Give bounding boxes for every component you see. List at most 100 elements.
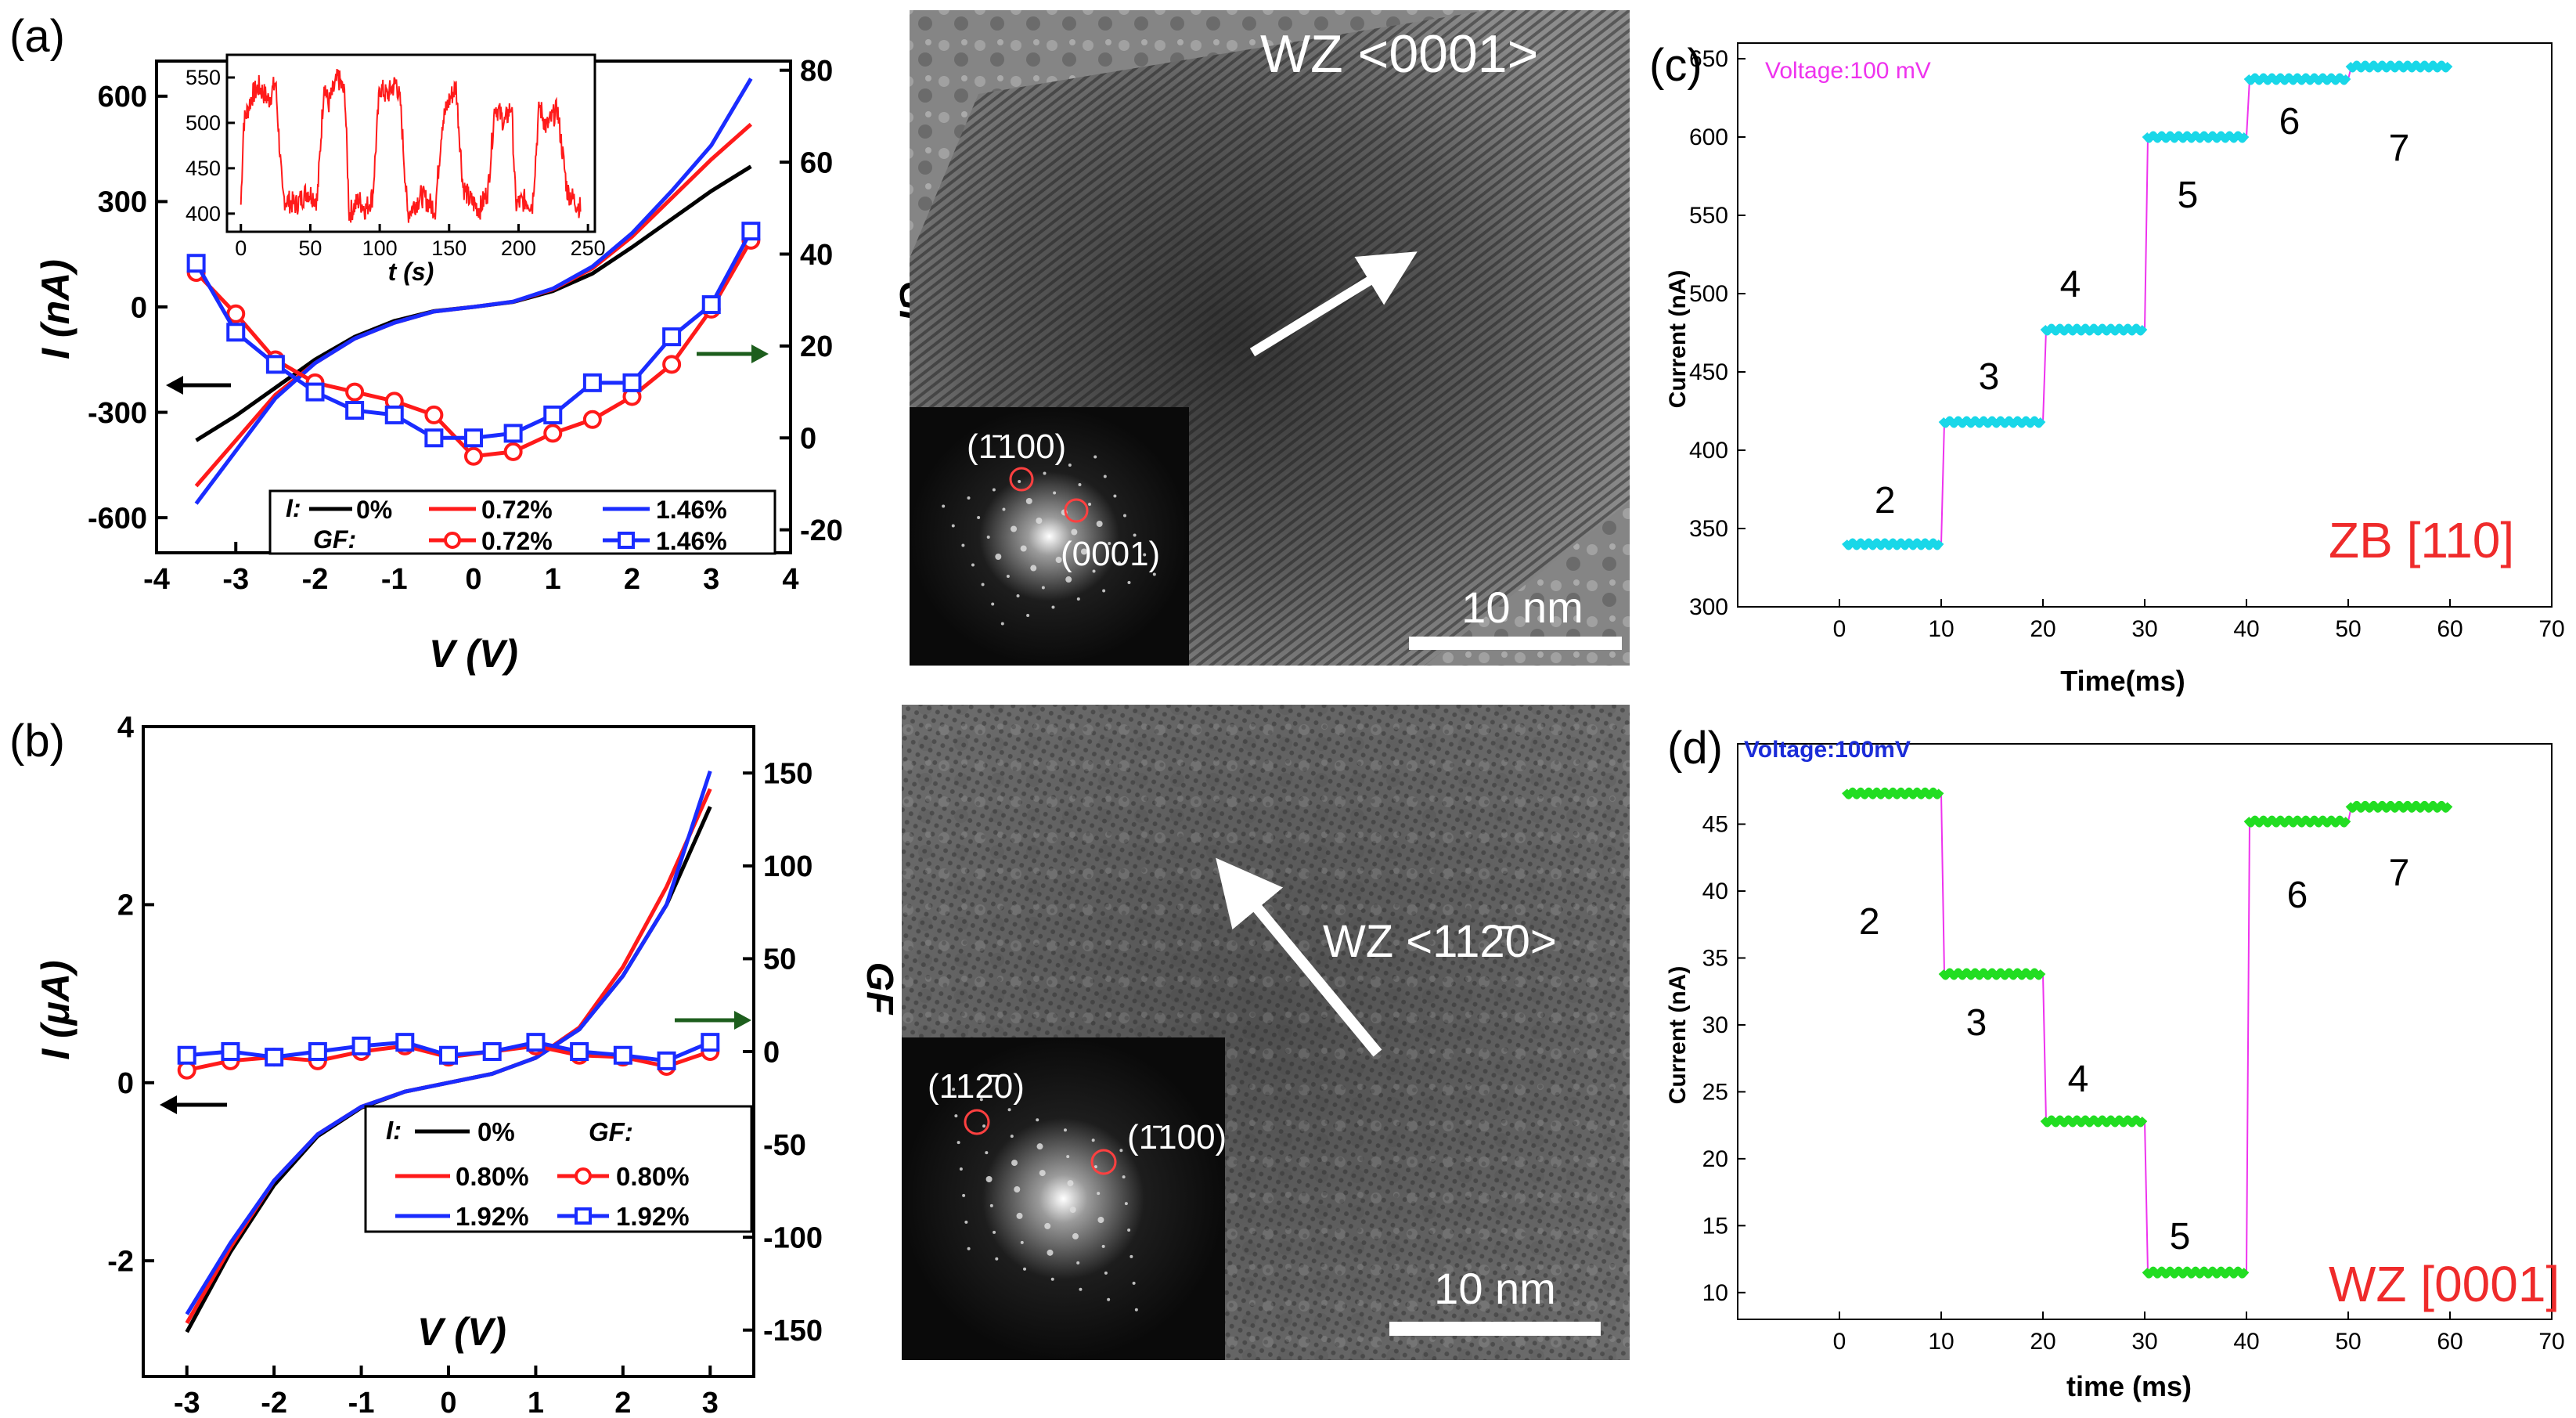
step-plateau — [2345, 800, 2453, 813]
point-gf-1-92- — [308, 1042, 327, 1061]
ytick-right-label: 150 — [763, 758, 812, 791]
fft-spot — [1020, 1240, 1024, 1244]
step-transition — [2144, 136, 2149, 330]
step-transition — [2144, 1121, 2149, 1273]
fft-spot — [995, 1257, 999, 1261]
plot-frame-d — [1737, 743, 2553, 1320]
ytick-label: 30 — [1702, 1012, 1728, 1038]
tem-image-b: (112̄0) (1̄100) WZ <112̄0> 10 nm — [902, 705, 1630, 1360]
ytick-right-label: 0 — [800, 423, 816, 456]
point-gf-1-92- — [657, 1051, 676, 1070]
fft-spot — [1092, 569, 1096, 573]
fft-spot — [1025, 497, 1032, 504]
fft-spot — [1129, 1254, 1133, 1258]
ytick-left-label: 2 — [117, 889, 134, 922]
ytick-label: 10 — [1702, 1280, 1728, 1306]
legend-a-g1: 0.72% — [481, 527, 553, 555]
fft-label-a1: (1̄100) — [967, 428, 1066, 466]
fft-spot — [1026, 614, 1030, 618]
fft-spots-b — [952, 1088, 1138, 1312]
fft-spot — [1104, 1271, 1108, 1275]
xtick-label: 50 — [2335, 616, 2361, 642]
fft-spot — [1117, 561, 1121, 565]
fft-spot — [1097, 1192, 1101, 1196]
scale-bar-b — [1389, 1322, 1601, 1336]
ytick-right-label: 80 — [800, 55, 833, 88]
tem-direction-a: WZ <0001> — [1260, 24, 1538, 84]
fft-spot — [1010, 1135, 1014, 1138]
xtick-label: -3 — [174, 1387, 200, 1418]
fft-spot — [954, 1114, 958, 1118]
fft-spot — [1102, 589, 1106, 593]
xtick-label: 40 — [2233, 1329, 2259, 1355]
tem-direction-b: WZ <112̄0> — [1323, 916, 1557, 967]
step-plateau — [2345, 60, 2453, 73]
ytick-label: 35 — [1702, 945, 1728, 971]
point-gf-1-46- — [503, 424, 523, 443]
fft-spot — [1065, 576, 1072, 583]
inset-ytick-label: 500 — [186, 111, 221, 135]
fft-spot — [1071, 529, 1078, 536]
fft-spot — [1053, 491, 1057, 495]
ylabel-d: Current (nA) — [1665, 966, 1691, 1105]
ytick-right-label: 60 — [800, 146, 833, 179]
fft-spot — [1119, 1149, 1123, 1153]
legend-a-g2: 1.46% — [656, 527, 727, 555]
fft-spot — [1076, 597, 1080, 601]
inset-series-current — [240, 68, 582, 223]
legend-a-i2: 1.46% — [656, 496, 727, 524]
fft-spot — [962, 1193, 966, 1197]
xtick-label: -3 — [222, 563, 249, 596]
fft-spot — [1088, 502, 1092, 506]
ytick-label: 25 — [1702, 1079, 1728, 1105]
xtick-label: 10 — [1928, 616, 1954, 642]
panel-label-d: (d) — [1667, 723, 1723, 774]
fft-spot — [985, 1151, 989, 1155]
fft-label-b1: (112̄0) — [928, 1067, 1025, 1106]
fft-spot — [967, 496, 971, 500]
annotation-c: ZB [110] — [2329, 512, 2514, 568]
fft-spot — [961, 543, 965, 547]
ytick-right-label: 0 — [763, 1036, 780, 1069]
arrow-left-axis-b — [160, 1095, 227, 1114]
ytick-right-label: -20 — [800, 514, 843, 547]
tem-image-a: (1̄100) (0001) WZ <0001> 10 nm — [910, 10, 1630, 666]
point-gf-1-92- — [526, 1033, 546, 1052]
fft-spot — [1068, 463, 1072, 467]
fft-spot — [1011, 1160, 1018, 1167]
point-gf-0-72- — [345, 382, 365, 402]
chart-title-d: Voltage:100mV — [1744, 737, 1911, 763]
panel-a: (a) -4 -3 -2 -1 0 1 2 3 4-600-3000300600-2002040… — [9, 11, 933, 676]
xtick-label: 0 — [1833, 1329, 1846, 1355]
step-label: 6 — [2279, 101, 2300, 143]
ylabel-right-b: GF — [859, 962, 900, 1016]
legend-b-gf-label: GF: — [589, 1117, 633, 1146]
fft-spot — [1076, 1261, 1080, 1265]
ytick-right-label: 50 — [763, 944, 796, 976]
ytick-right-label: -50 — [763, 1129, 806, 1162]
fft-spot — [957, 1141, 960, 1145]
fft-spot — [1127, 1228, 1131, 1232]
fft-spot — [967, 1247, 971, 1250]
series-gf-0-72- — [194, 239, 753, 459]
ylabel-left-a: I (nA) — [34, 259, 77, 359]
fft-spot — [993, 1230, 996, 1234]
fft-spot — [1078, 482, 1082, 486]
ytick-left-label: 600 — [98, 81, 147, 114]
fft-spot — [951, 524, 955, 528]
xtick-label: 60 — [2437, 616, 2463, 642]
xtick-label: 3 — [702, 1387, 719, 1418]
xtick-label: -2 — [261, 1387, 287, 1418]
inset-xtick-label: 250 — [571, 236, 606, 260]
step-label: 2 — [1875, 480, 1896, 521]
fft-spot — [1006, 575, 1010, 579]
xtick-label: 70 — [2538, 1329, 2564, 1355]
xtick-label: 4 — [782, 563, 798, 596]
xtick-label: 0 — [465, 563, 481, 596]
step-transition — [2246, 78, 2250, 138]
legend-b-i0: 0% — [477, 1117, 515, 1146]
step-label: 2 — [1859, 901, 1880, 943]
inset-xtick-label: 0 — [235, 236, 247, 260]
xtick-label: 30 — [2131, 1329, 2157, 1355]
